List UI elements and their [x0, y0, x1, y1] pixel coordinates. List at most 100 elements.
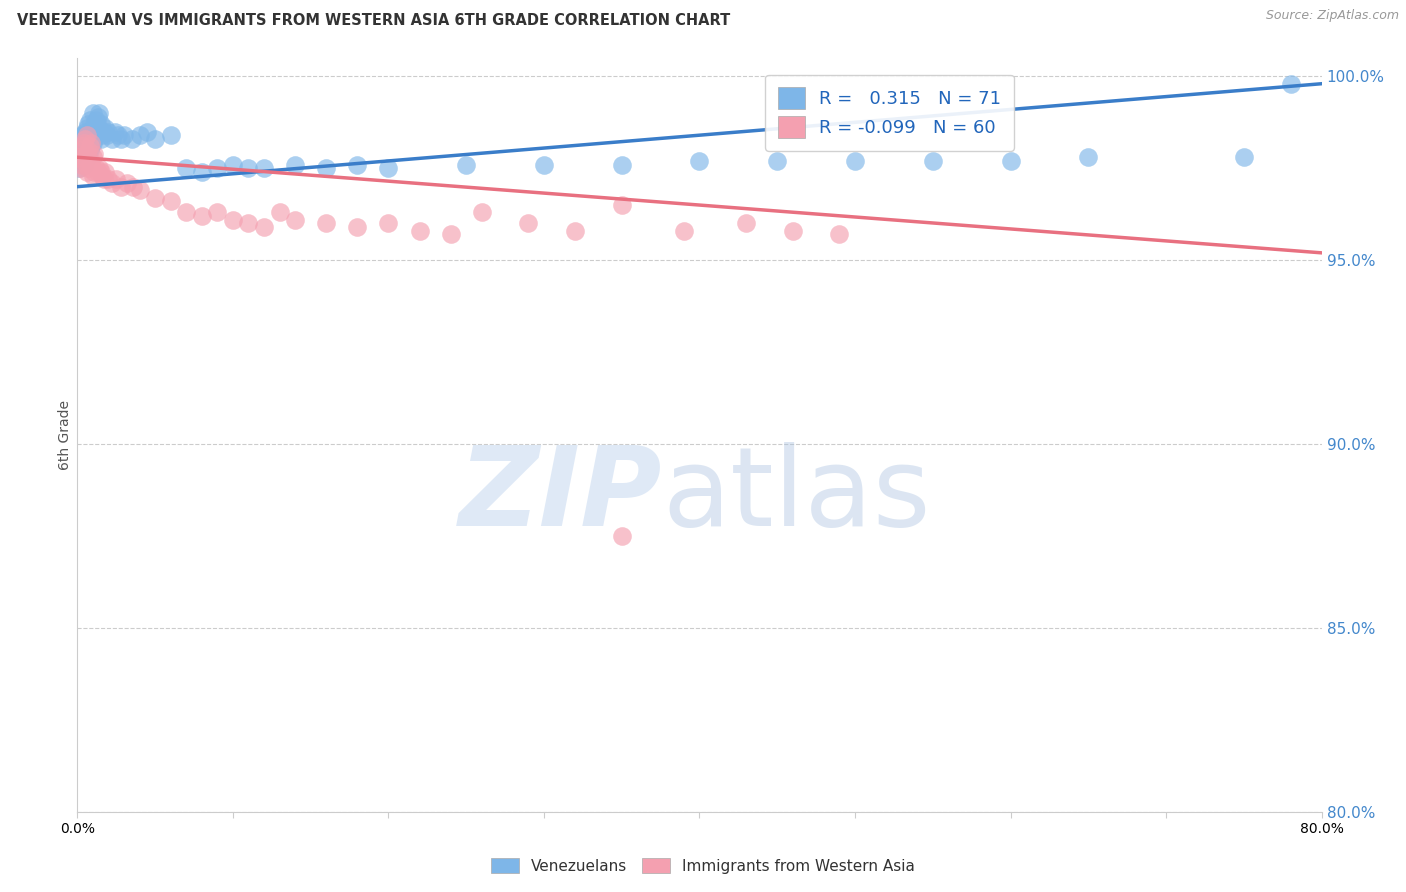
Point: [86, 124, 108, 138]
Point: [80, 124, 103, 138]
Point: [128, 183, 150, 197]
Point: [83, 117, 105, 131]
Point: [828, 227, 851, 242]
Point: [82, 150, 104, 164]
Text: ZIP: ZIP: [458, 442, 662, 549]
Point: [86, 165, 108, 179]
Point: [77, 161, 100, 176]
Point: [77, 146, 100, 161]
Point: [564, 224, 586, 238]
Point: [174, 205, 197, 219]
Point: [253, 220, 276, 235]
Point: [91, 169, 114, 183]
Point: [97, 124, 120, 138]
Point: [69, 136, 91, 150]
Point: [921, 153, 943, 168]
Point: [87, 106, 110, 120]
Point: [67, 161, 90, 176]
Point: [90, 165, 112, 179]
Point: [735, 216, 758, 230]
Point: [76, 128, 98, 143]
Text: atlas: atlas: [662, 442, 931, 549]
Point: [76, 165, 98, 179]
Point: [79, 143, 101, 157]
Point: [76, 120, 98, 135]
Text: Source: ZipAtlas.com: Source: ZipAtlas.com: [1265, 9, 1399, 22]
Point: [269, 205, 291, 219]
Point: [143, 132, 166, 146]
Point: [79, 139, 101, 153]
Point: [610, 529, 633, 543]
Point: [90, 117, 112, 131]
Point: [346, 158, 368, 172]
Point: [93, 124, 115, 138]
Point: [191, 165, 214, 179]
Point: [672, 224, 695, 238]
Point: [83, 165, 105, 179]
Point: [107, 128, 129, 143]
Point: [238, 216, 260, 230]
Point: [80, 153, 103, 168]
Point: [72, 143, 94, 157]
Point: [174, 161, 197, 176]
Point: [77, 143, 100, 157]
Point: [128, 128, 150, 143]
Point: [82, 136, 104, 150]
Point: [79, 128, 101, 143]
Point: [79, 113, 101, 128]
Point: [143, 191, 166, 205]
Point: [69, 143, 91, 157]
Point: [90, 132, 112, 146]
Text: VENEZUELAN VS IMMIGRANTS FROM WESTERN ASIA 6TH GRADE CORRELATION CHART: VENEZUELAN VS IMMIGRANTS FROM WESTERN AS…: [17, 13, 730, 29]
Point: [377, 216, 399, 230]
Point: [104, 124, 127, 138]
Point: [517, 216, 540, 230]
Point: [82, 169, 104, 183]
Point: [207, 161, 229, 176]
Point: [136, 124, 159, 138]
Point: [1279, 77, 1302, 91]
Point: [122, 179, 145, 194]
Point: [253, 161, 276, 176]
Point: [77, 132, 100, 146]
Point: [80, 139, 103, 153]
Point: [110, 179, 132, 194]
Point: [766, 153, 789, 168]
Point: [440, 227, 463, 242]
Point: [115, 176, 138, 190]
Point: [222, 158, 245, 172]
Point: [844, 153, 866, 168]
Point: [1233, 150, 1256, 164]
Point: [83, 146, 105, 161]
Point: [82, 106, 104, 120]
Point: [315, 161, 337, 176]
Point: [70, 128, 93, 143]
Point: [782, 224, 804, 238]
Point: [191, 209, 214, 223]
Point: [112, 128, 135, 143]
Point: [77, 117, 100, 131]
Point: [100, 176, 122, 190]
Point: [76, 146, 98, 161]
Point: [346, 220, 368, 235]
Point: [82, 120, 104, 135]
Point: [91, 128, 114, 143]
Point: [72, 136, 94, 150]
Point: [471, 205, 494, 219]
Point: [87, 161, 110, 176]
Point: [121, 132, 143, 146]
Point: [72, 128, 94, 143]
Point: [87, 120, 110, 135]
Point: [377, 161, 399, 176]
Point: [610, 158, 633, 172]
Point: [94, 165, 117, 179]
Point: [83, 132, 105, 146]
Point: [70, 158, 93, 172]
Point: [97, 172, 120, 186]
Y-axis label: 6th Grade: 6th Grade: [58, 400, 72, 470]
Legend: R =   0.315   N = 71, R = -0.099   N = 60: R = 0.315 N = 71, R = -0.099 N = 60: [765, 75, 1014, 151]
Point: [315, 216, 337, 230]
Point: [100, 132, 122, 146]
Point: [76, 150, 98, 164]
Point: [159, 128, 181, 143]
